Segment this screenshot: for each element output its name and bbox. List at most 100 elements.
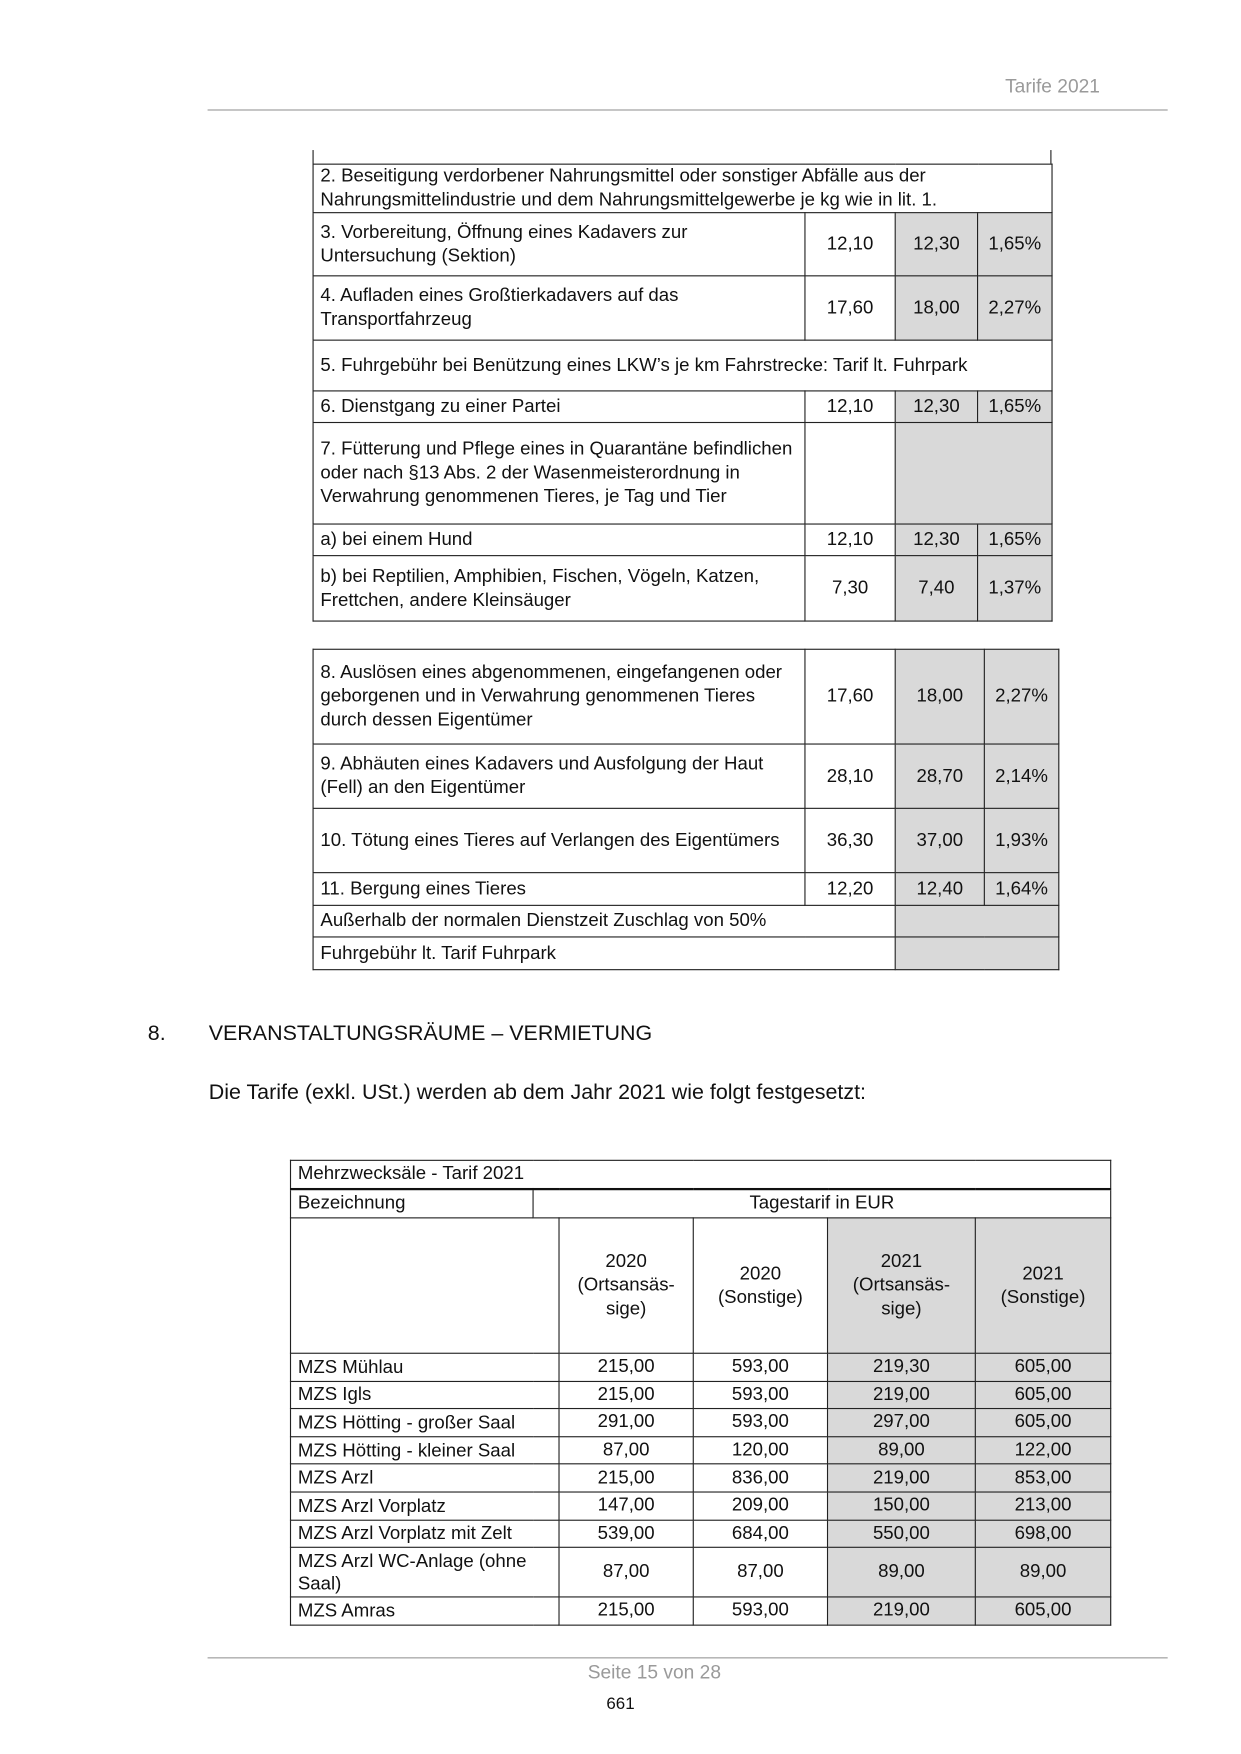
row-description: 11. Bergung eines Tieres bbox=[312, 872, 806, 906]
venue-name: MZS Arzl bbox=[289, 1463, 560, 1493]
row-description: 4. Aufladen eines Großtierkadavers auf d… bbox=[312, 275, 806, 341]
row-note: Fuhrgebühr lt. Tarif Fuhrpark bbox=[312, 936, 896, 971]
table-edge bbox=[312, 150, 314, 164]
value-2021: 18,00 bbox=[894, 648, 985, 745]
rate-cell: 836,00 bbox=[692, 1463, 829, 1493]
value-2020: 28,10 bbox=[804, 743, 896, 809]
column-group-header: Tagestarif in EUR bbox=[532, 1187, 1112, 1219]
venue-name: MZS Igls bbox=[289, 1380, 560, 1410]
rate-cell: 605,00 bbox=[974, 1380, 1112, 1410]
rate-cell: 215,00 bbox=[558, 1596, 694, 1626]
venue-name: MZS Hötting - großer Saal bbox=[289, 1408, 560, 1438]
row-description: 10. Tötung eines Tieres auf Verlangen de… bbox=[312, 807, 806, 874]
table-row: 4. Aufladen eines Großtierkadavers auf d… bbox=[312, 275, 1053, 341]
section-intro: Die Tarife (exkl. USt.) werden ab dem Ja… bbox=[208, 1080, 866, 1105]
value-2020: 12,20 bbox=[804, 872, 896, 906]
change-percent: 1,65% bbox=[977, 523, 1053, 557]
rate-cell: 213,00 bbox=[974, 1491, 1112, 1521]
rental-rates-table: Mehrzwecksäle - Tarif 2021 Bezeichnung T… bbox=[289, 1159, 1112, 1626]
rate-cell: 219,30 bbox=[826, 1352, 976, 1382]
table-row: MZS Hötting - großer Saal 291,00 593,00 297… bbox=[289, 1408, 1112, 1438]
value-2021: 12,30 bbox=[894, 212, 979, 277]
change-percent: 1,64% bbox=[983, 872, 1060, 906]
table-row: 7. Fütterung und Pflege eines in Quarant… bbox=[312, 421, 1053, 525]
rate-cell: 219,00 bbox=[826, 1596, 976, 1626]
blank-header-cell bbox=[289, 1217, 560, 1354]
rate-cell: 89,00 bbox=[826, 1435, 976, 1465]
value-2020: 17,60 bbox=[804, 275, 896, 341]
change-percent: 2,27% bbox=[983, 648, 1060, 745]
rate-cell: 215,00 bbox=[558, 1463, 694, 1493]
row-description: 8. Auslösen eines abgenommenen, eingefan… bbox=[312, 648, 806, 745]
table-title: Mehrzwecksäle - Tarif 2021 bbox=[289, 1159, 1112, 1190]
venue-name: MZS Arzl Vorplatz bbox=[289, 1491, 560, 1521]
fee-table-1: 2. Beseitigung verdorbener Nahrungsmitte… bbox=[312, 163, 1053, 622]
rate-cell: 297,00 bbox=[826, 1408, 976, 1438]
table-row: MZS Arzl Vorplatz mit Zelt 539,00 684,00 55… bbox=[289, 1519, 1112, 1549]
fee-table-2: 8. Auslösen eines abgenommenen, eingefan… bbox=[312, 648, 1060, 971]
rate-cell: 605,00 bbox=[974, 1352, 1112, 1382]
change-percent: 1,65% bbox=[977, 212, 1053, 277]
table-row: b) bei Reptilien, Amphibien, Fischen, Vö… bbox=[312, 555, 1053, 622]
row-description: 2. Beseitigung verdorbener Nahrungsmitte… bbox=[312, 163, 1053, 214]
table-row: Fuhrgebühr lt. Tarif Fuhrpark bbox=[312, 936, 1060, 971]
rate-cell: 605,00 bbox=[974, 1408, 1112, 1438]
table-row: Außerhalb der normalen Dienstzeit Zuschl… bbox=[312, 904, 1060, 938]
rate-cell: 605,00 bbox=[974, 1596, 1112, 1626]
rate-cell: 89,00 bbox=[974, 1546, 1112, 1598]
row-note: Außerhalb der normalen Dienstzeit Zuschl… bbox=[312, 904, 896, 938]
shaded-cell bbox=[894, 936, 1060, 971]
change-percent: 2,27% bbox=[977, 275, 1053, 341]
row-description: 5. Fuhrgebühr bei Benützung eines LKW’s … bbox=[312, 339, 1053, 392]
rate-cell: 147,00 bbox=[558, 1491, 694, 1521]
change-percent: 1,65% bbox=[977, 390, 1053, 424]
table-row: MZS Amras 215,00 593,00 219,00 605,00 bbox=[289, 1596, 1112, 1626]
venue-name: MZS Mühlau bbox=[289, 1352, 560, 1382]
table-row: 5. Fuhrgebühr bei Benützung eines LKW’s … bbox=[312, 339, 1053, 392]
rate-cell: 550,00 bbox=[826, 1519, 976, 1549]
rate-cell: 593,00 bbox=[692, 1352, 829, 1382]
rate-cell: 209,00 bbox=[692, 1491, 829, 1521]
table-row: 8. Auslösen eines abgenommenen, eingefan… bbox=[312, 648, 1060, 745]
row-description: 6. Dienstgang zu einer Partei bbox=[312, 390, 806, 424]
value-2020: 7,30 bbox=[804, 555, 896, 622]
column-header-3: 2021 (Ortsansäs-sige) bbox=[826, 1217, 976, 1354]
row-description: 7. Fütterung und Pflege eines in Quarant… bbox=[312, 421, 806, 525]
table-edge bbox=[1050, 150, 1052, 164]
table-row: MZS Arzl Vorplatz 147,00 209,00 150,00 213,0… bbox=[289, 1491, 1112, 1521]
value-2020: 12,10 bbox=[804, 212, 896, 277]
row-description: b) bei Reptilien, Amphibien, Fischen, Vö… bbox=[312, 555, 806, 622]
table-row: MZS Arzl WC-Anlage (ohne Saal) 87,00 87,00… bbox=[289, 1546, 1112, 1598]
rate-cell: 539,00 bbox=[558, 1519, 694, 1549]
table-row: a) bei einem Hund 12,10 12,30 1,65% bbox=[312, 523, 1053, 557]
column-header-4: 2021 (Sonstige) bbox=[974, 1217, 1112, 1354]
column-header-1: 2020 (Ortsansäs-sige) bbox=[558, 1217, 694, 1354]
value-2020: 17,60 bbox=[804, 648, 896, 745]
rate-cell: 89,00 bbox=[826, 1546, 976, 1598]
table-row: 6. Dienstgang zu einer Partei 12,10 12,30 1… bbox=[312, 390, 1053, 424]
value-2021: 18,00 bbox=[894, 275, 979, 341]
table-row: MZS Arzl 215,00 836,00 219,00 853,00 bbox=[289, 1463, 1112, 1493]
rate-cell: 291,00 bbox=[558, 1408, 694, 1438]
table-row: 3. Vorbereitung, Öffnung eines Kadavers … bbox=[312, 212, 1053, 277]
row-description: a) bei einem Hund bbox=[312, 523, 806, 557]
rate-cell: 593,00 bbox=[692, 1596, 829, 1626]
rate-cell: 853,00 bbox=[974, 1463, 1112, 1493]
venue-name: MZS Arzl WC-Anlage (ohne Saal) bbox=[289, 1546, 560, 1598]
rate-cell: 593,00 bbox=[692, 1380, 829, 1410]
section-number: 8. bbox=[147, 1022, 166, 1046]
table-row: 9. Abhäuten eines Kadavers und Ausfolgun… bbox=[312, 743, 1060, 809]
shaded-cell bbox=[894, 904, 1060, 938]
header-rule bbox=[207, 109, 1168, 111]
venue-name: MZS Arzl Vorplatz mit Zelt bbox=[289, 1519, 560, 1549]
running-header: Tarife 2021 bbox=[1005, 75, 1100, 98]
rate-cell: 150,00 bbox=[826, 1491, 976, 1521]
rate-cell: 122,00 bbox=[974, 1435, 1112, 1465]
page-indicator: Seite 15 von 28 bbox=[587, 1661, 721, 1684]
rate-cell: 684,00 bbox=[692, 1519, 829, 1549]
column-header-name: Bezeichnung bbox=[289, 1187, 534, 1219]
rate-cell: 87,00 bbox=[692, 1546, 829, 1598]
rate-cell: 120,00 bbox=[692, 1435, 829, 1465]
rate-cell: 219,00 bbox=[826, 1463, 976, 1493]
